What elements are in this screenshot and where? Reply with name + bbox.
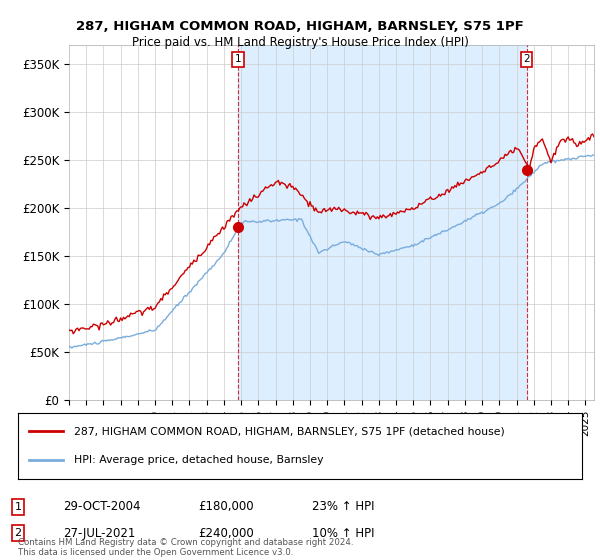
Text: HPI: Average price, detached house, Barnsley: HPI: Average price, detached house, Barn… — [74, 455, 324, 465]
Text: 23% ↑ HPI: 23% ↑ HPI — [312, 500, 374, 514]
Text: Contains HM Land Registry data © Crown copyright and database right 2024.
This d: Contains HM Land Registry data © Crown c… — [18, 538, 353, 557]
Text: 10% ↑ HPI: 10% ↑ HPI — [312, 526, 374, 540]
Text: 1: 1 — [235, 54, 242, 64]
Text: 1: 1 — [14, 502, 22, 512]
Bar — [238, 45, 527, 400]
Text: 287, HIGHAM COMMON ROAD, HIGHAM, BARNSLEY, S75 1PF: 287, HIGHAM COMMON ROAD, HIGHAM, BARNSLE… — [76, 20, 524, 32]
Text: 29-OCT-2004: 29-OCT-2004 — [63, 500, 140, 514]
Text: £180,000: £180,000 — [198, 500, 254, 514]
Text: 27-JUL-2021: 27-JUL-2021 — [63, 526, 136, 540]
Text: 2: 2 — [523, 54, 530, 64]
Text: 2: 2 — [14, 528, 22, 538]
Text: £240,000: £240,000 — [198, 526, 254, 540]
Text: Price paid vs. HM Land Registry's House Price Index (HPI): Price paid vs. HM Land Registry's House … — [131, 36, 469, 49]
Text: 287, HIGHAM COMMON ROAD, HIGHAM, BARNSLEY, S75 1PF (detached house): 287, HIGHAM COMMON ROAD, HIGHAM, BARNSLE… — [74, 426, 505, 436]
